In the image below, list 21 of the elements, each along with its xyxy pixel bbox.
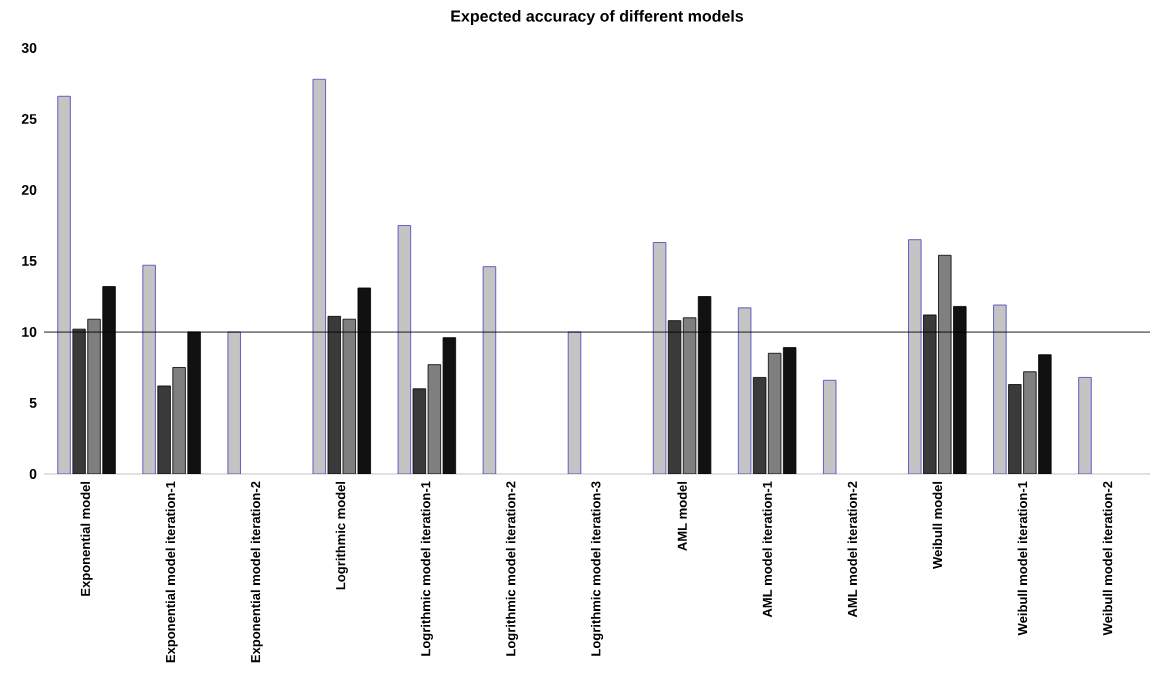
x-tick-label: Weibull model iteration-1: [1017, 481, 1028, 636]
y-tick-label: 25: [21, 114, 37, 124]
x-tick-label: Exponential model iteration-2: [250, 481, 263, 663]
x-tick-label: Exponential model iteration-1: [165, 481, 178, 663]
x-tick-label: AML model iteration-2: [847, 481, 858, 618]
y-tick-label: 5: [29, 398, 37, 408]
y-tick-label: 15: [22, 256, 37, 266]
y-tick-label: 20: [21, 185, 37, 195]
x-tick-label: Weibull model iteration-2: [1102, 481, 1113, 636]
x-tick-label: AML model: [677, 481, 687, 551]
x-tick-label: AML model iteration-1: [762, 481, 772, 618]
chart-title: Expected accuracy of different models: [451, 10, 744, 25]
x-tick-label: Logrithmic model: [335, 481, 348, 590]
x-tick-label: Logrithmic model iteration-3: [590, 481, 604, 656]
x-tick-label: Logrithmic model iteration-2: [505, 481, 519, 656]
y-tick-label: 30: [21, 43, 37, 53]
y-tick-label: 10: [22, 327, 37, 337]
x-tick-label: Logrithmic model iteration-1: [420, 481, 433, 656]
x-tick-label: Exponential model: [80, 481, 93, 596]
y-tick-label: 0: [29, 469, 37, 479]
x-tick-label: Weibull model: [932, 481, 943, 569]
